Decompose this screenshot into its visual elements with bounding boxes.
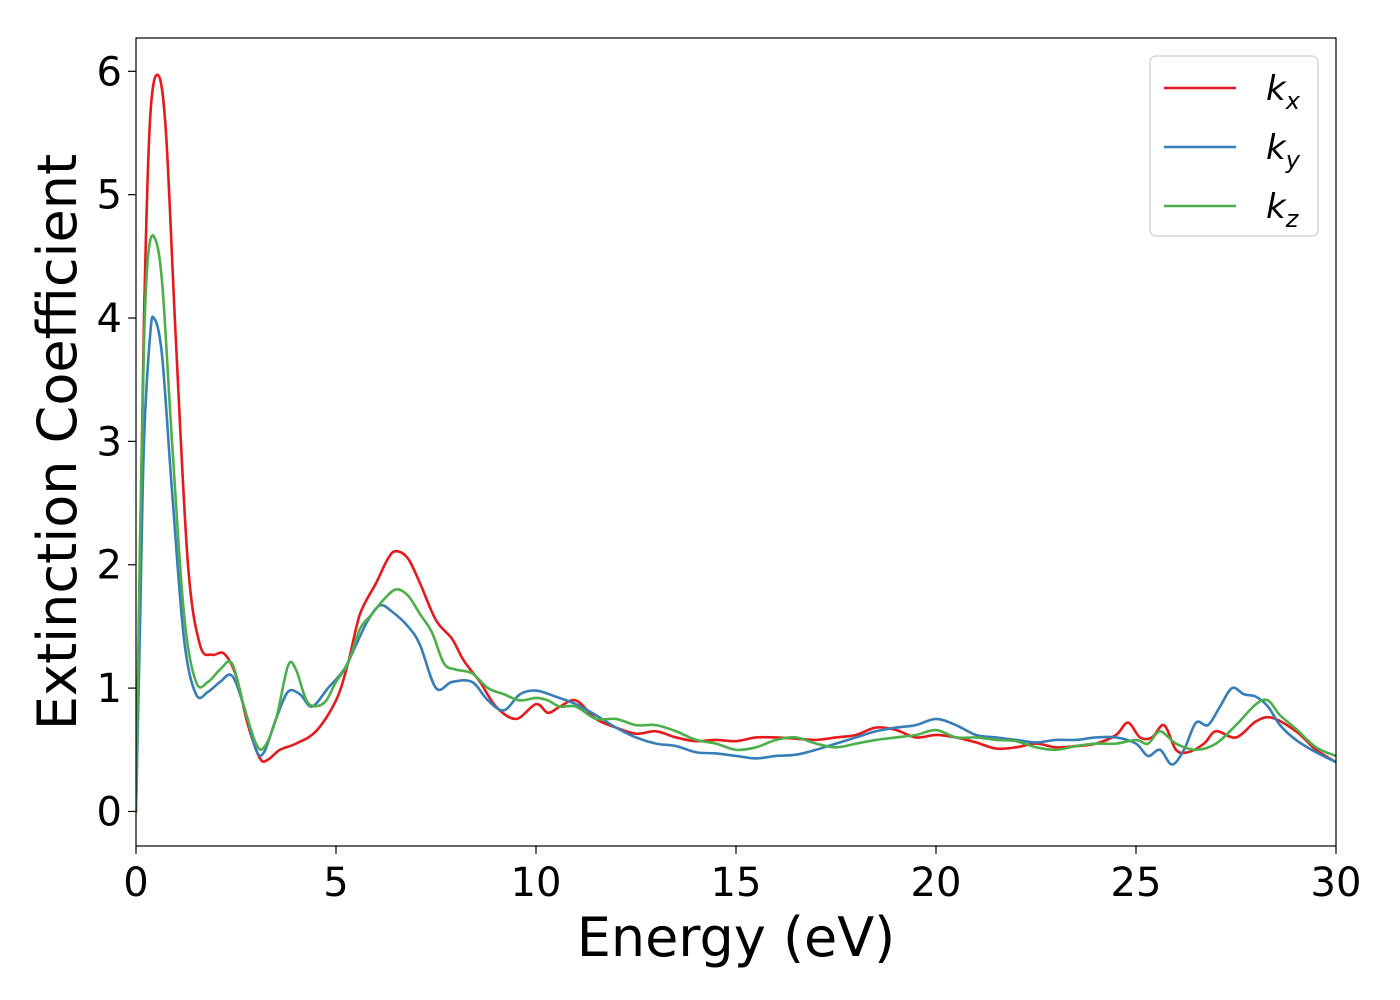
legend-label-z: kz — [1266, 187, 1300, 233]
y-tick-label: 2 — [97, 543, 122, 589]
legend-label-x: kx — [1266, 69, 1301, 115]
y-axis-ticks: 0 1 2 3 4 5 6 — [97, 49, 136, 835]
x-tick-label: 25 — [1111, 860, 1162, 906]
y-tick-label: 6 — [97, 49, 122, 95]
x-tick-label: 30 — [1311, 860, 1362, 906]
x-axis-title: Energy (eV) — [577, 906, 896, 969]
y-axis-title: Extinction Coefficient — [26, 154, 89, 730]
x-axis-ticks: 0 5 10 15 20 25 30 — [123, 846, 1361, 906]
series-line-z — [136, 234, 1336, 813]
series-layer — [136, 73, 1336, 813]
x-tick-label: 5 — [323, 860, 348, 906]
legend-label-y: ky — [1266, 128, 1301, 174]
x-tick-label: 15 — [711, 860, 762, 906]
y-tick-label: 0 — [97, 789, 122, 835]
legend: kx ky kz — [1149, 55, 1319, 237]
series-line-y — [136, 315, 1336, 813]
y-tick-label: 5 — [97, 173, 122, 219]
x-tick-label: 10 — [511, 860, 562, 906]
x-tick-label: 20 — [911, 860, 962, 906]
y-tick-label: 3 — [97, 419, 122, 465]
y-tick-label: 1 — [97, 666, 122, 712]
y-tick-label: 4 — [97, 296, 122, 342]
x-tick-label: 0 — [123, 860, 148, 906]
